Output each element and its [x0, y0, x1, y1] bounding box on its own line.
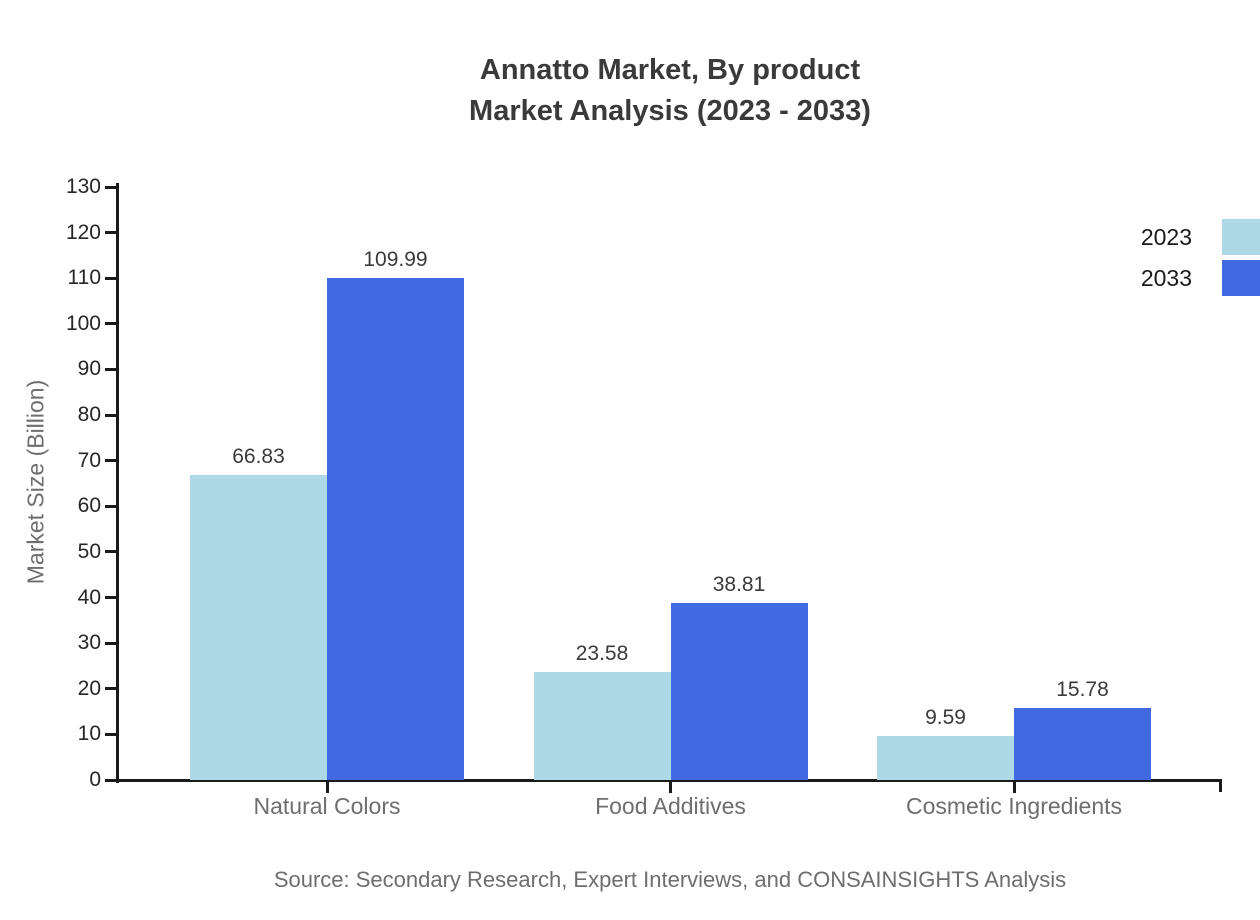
- y-tick: [105, 185, 116, 189]
- legend-item: 2033: [1141, 260, 1260, 296]
- y-tick: [105, 231, 116, 235]
- y-tick: [105, 276, 116, 280]
- source-note: Source: Secondary Research, Expert Inter…: [273, 867, 1067, 892]
- bar-value-label: 23.58: [575, 642, 629, 666]
- y-tick: [105, 413, 116, 417]
- legend-label: 2023: [1140, 223, 1192, 250]
- y-tick: [105, 687, 116, 691]
- y-tick-label: 0: [89, 768, 101, 791]
- y-tick-label: 10: [77, 722, 101, 746]
- y-tick-label: 90: [77, 357, 101, 381]
- y-tick-label: 70: [77, 448, 101, 472]
- x-tick: [325, 782, 329, 793]
- y-tick: [105, 778, 116, 782]
- y-tick-label: 80: [77, 403, 101, 427]
- y-tick-label: 20: [77, 676, 101, 700]
- y-tick-label: 120: [65, 220, 101, 244]
- bar-2023-food-additives: [533, 672, 671, 780]
- bar-2023-natural-colors: [190, 475, 327, 780]
- legend: 2023 2033: [1141, 219, 1260, 301]
- x-category-label: Cosmetic Ingredients: [905, 793, 1123, 819]
- y-tick: [105, 596, 116, 600]
- legend-item: 2023: [1141, 219, 1260, 255]
- bar-value-label: 15.78: [1056, 678, 1109, 702]
- y-axis-line: [116, 183, 119, 783]
- bar-value-label: 109.99: [363, 248, 428, 272]
- x-axis-line: [116, 779, 1222, 782]
- bar-2033-cosmetic-ingredients: [1014, 708, 1151, 780]
- x-axis-end-tick: [1219, 779, 1222, 792]
- y-tick-label: 100: [65, 311, 101, 335]
- y-tick-label: 50: [77, 539, 101, 563]
- bar-2033-food-additives: [670, 602, 808, 780]
- y-tick: [105, 459, 116, 463]
- y-tick-label: 130: [65, 175, 101, 198]
- y-tick-label: 110: [67, 266, 101, 290]
- y-tick: [105, 732, 116, 736]
- chart-title-line1: Annatto Market, By product: [479, 54, 861, 86]
- bar-value-label: 66.83: [232, 445, 285, 469]
- y-tick: [105, 504, 116, 508]
- y-tick: [105, 367, 116, 371]
- x-category-label: Food Additives: [595, 793, 746, 819]
- chart-title: Annatto Market, By product Market Analys…: [70, 50, 1260, 132]
- y-tick: [105, 322, 116, 326]
- legend-label: 2033: [1140, 264, 1192, 291]
- bar-value-label: 9.59: [925, 706, 966, 730]
- legend-swatch: [1222, 219, 1260, 255]
- x-tick: [1012, 782, 1016, 793]
- y-tick-label: 30: [77, 631, 101, 655]
- y-tick: [105, 550, 116, 554]
- y-tick-label: 60: [77, 494, 101, 518]
- y-tick: [105, 641, 116, 645]
- legend-swatch: [1222, 260, 1260, 296]
- chart-title-line2: Market Analysis (2023 - 2033): [469, 95, 871, 127]
- x-category-label: Natural Colors: [253, 793, 401, 819]
- bar-2023-cosmetic-ingredients: [877, 736, 1014, 780]
- bar-value-label: 38.81: [712, 572, 766, 596]
- x-tick: [669, 782, 672, 793]
- bar-2033-natural-colors: [327, 278, 464, 780]
- y-tick-label: 40: [77, 585, 101, 609]
